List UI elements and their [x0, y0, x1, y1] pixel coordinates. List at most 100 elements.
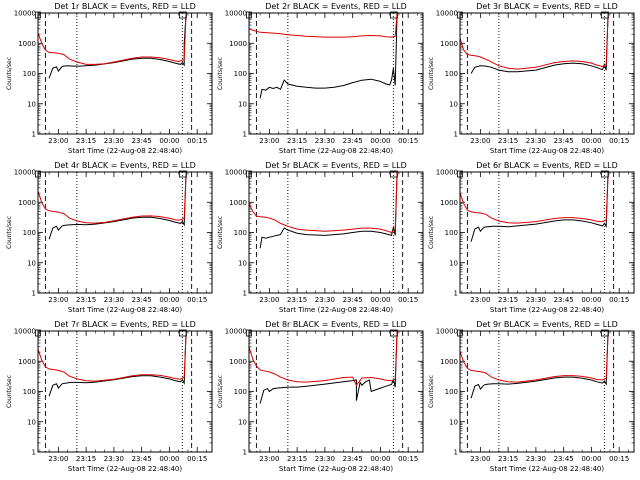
- panel-title: Det 8r BLACK = Events, RED = LLD: [265, 320, 407, 329]
- detector-panel: Det 2r BLACK = Events, RED = LLD Counts/s…: [217, 2, 424, 155]
- x-tick-label: 23:30: [526, 455, 546, 463]
- x-tick-label: 23:45: [554, 296, 574, 304]
- y-tick-label: 1: [32, 290, 36, 298]
- x-tick-label: 00:15: [609, 296, 629, 304]
- y-tick-label: 10000: [436, 328, 458, 336]
- y-tick-label: 100: [445, 229, 458, 237]
- y-tick-label: 1: [32, 449, 36, 457]
- x-tick-label: 23:15: [287, 137, 307, 145]
- y-tick-label: 100: [234, 229, 247, 237]
- plot-frame: [248, 12, 424, 135]
- y-tick-label: 10: [449, 259, 458, 267]
- y-axis-label: Counts/sec: [428, 375, 435, 408]
- x-tick-label: 23:00: [48, 296, 68, 304]
- y-axis-label: Counts/sec: [6, 216, 13, 249]
- x-tick-label: 00:00: [159, 455, 179, 463]
- panel-title: Det 2r BLACK = Events, RED = LLD: [265, 2, 407, 11]
- interval-end-marker: [600, 170, 609, 178]
- x-tick-label: 23:00: [470, 296, 490, 304]
- x-tick-label: 23:15: [287, 455, 307, 463]
- y-axis-label: Counts/sec: [217, 216, 224, 249]
- y-axis-label: Counts/sec: [6, 57, 13, 90]
- y-tick-label: 10: [449, 100, 458, 108]
- x-tick-label: 23:30: [104, 296, 124, 304]
- events-series-line: [470, 331, 609, 399]
- x-axis-label: Start Time (22-Aug-08 22:48:40): [279, 147, 393, 155]
- x-tick-label: 00:15: [398, 455, 418, 463]
- lld-series-line: [460, 172, 609, 224]
- events-series-line: [259, 331, 398, 404]
- y-tick-label: 10: [238, 418, 247, 426]
- x-tick-label: 23:45: [132, 137, 152, 145]
- interval-end-marker: [389, 11, 398, 19]
- y-tick-label: 1: [454, 449, 458, 457]
- panel-title: Det 9r BLACK = Events, RED = LLD: [476, 320, 618, 329]
- panel-title: Det 1r BLACK = Events, RED = LLD: [54, 2, 196, 11]
- x-tick-label: 23:15: [287, 296, 307, 304]
- plot-frame: [459, 12, 635, 135]
- detector-panel: Det 3r BLACK = Events, RED = LLD Counts/s…: [428, 2, 635, 155]
- plot-frame: [37, 12, 213, 135]
- events-series-line: [48, 13, 187, 79]
- detector-panel: Det 1r BLACK = Events, RED = LLD Counts/s…: [6, 2, 213, 155]
- y-tick-label: 10: [238, 100, 247, 108]
- y-tick-label: 10000: [436, 10, 458, 18]
- y-tick-label: 1: [454, 290, 458, 298]
- events-series-line: [48, 331, 187, 397]
- y-tick-label: 1000: [440, 358, 458, 366]
- x-tick-label: 00:00: [159, 296, 179, 304]
- x-tick-label: 00:00: [370, 137, 390, 145]
- events-series-line: [48, 172, 187, 240]
- detector-panel: Det 5r BLACK = Events, RED = LLD Counts/s…: [217, 161, 424, 314]
- y-tick-label: 1000: [229, 358, 247, 366]
- y-tick-label: 100: [23, 388, 36, 396]
- interval-end-marker: [600, 11, 609, 19]
- y-tick-label: 1000: [18, 358, 36, 366]
- x-tick-label: 23:00: [48, 137, 68, 145]
- plot-frame: [37, 171, 213, 294]
- x-tick-label: 23:00: [259, 137, 279, 145]
- x-tick-label: 23:45: [343, 296, 363, 304]
- x-tick-label: 00:00: [370, 455, 390, 463]
- x-axis-label: Start Time (22-Aug-08 22:48:40): [68, 306, 182, 314]
- y-tick-label: 1000: [440, 199, 458, 207]
- detector-panel: Det 6r BLACK = Events, RED = LLD Counts/s…: [428, 161, 635, 314]
- x-tick-label: 23:00: [48, 455, 68, 463]
- events-series-line: [470, 172, 609, 242]
- x-tick-label: 23:45: [343, 137, 363, 145]
- plot-frame: [459, 330, 635, 453]
- x-tick-label: 00:15: [398, 296, 418, 304]
- x-tick-label: 00:15: [609, 137, 629, 145]
- interval-end-marker: [178, 329, 187, 337]
- y-tick-label: 1000: [18, 199, 36, 207]
- panel-title: Det 3r BLACK = Events, RED = LLD: [476, 2, 618, 11]
- interval-end-marker: [178, 170, 187, 178]
- x-tick-label: 23:15: [498, 137, 518, 145]
- y-tick-label: 10000: [225, 169, 247, 177]
- x-tick-label: 00:15: [398, 137, 418, 145]
- y-tick-label: 10: [27, 259, 36, 267]
- detector-panel: Det 9r BLACK = Events, RED = LLD Counts/s…: [428, 320, 635, 473]
- lld-series-line: [38, 331, 187, 382]
- x-tick-label: 00:00: [581, 137, 601, 145]
- x-tick-label: 23:45: [554, 455, 574, 463]
- x-axis-label: Start Time (22-Aug-08 22:48:40): [490, 465, 604, 473]
- lld-series-line: [460, 331, 609, 383]
- y-tick-label: 10: [449, 418, 458, 426]
- x-tick-label: 23:30: [526, 137, 546, 145]
- interval-end-marker: [389, 329, 398, 337]
- y-tick-label: 1000: [440, 40, 458, 48]
- y-tick-label: 100: [23, 70, 36, 78]
- panel-title: Det 5r BLACK = Events, RED = LLD: [265, 161, 407, 170]
- y-tick-label: 10000: [436, 169, 458, 177]
- x-tick-label: 23:30: [315, 455, 335, 463]
- y-tick-label: 1000: [229, 199, 247, 207]
- y-tick-label: 1000: [229, 40, 247, 48]
- lld-series-line: [38, 172, 187, 224]
- y-tick-label: 10000: [225, 10, 247, 18]
- x-tick-label: 23:30: [315, 137, 335, 145]
- x-tick-label: 23:00: [470, 455, 490, 463]
- x-tick-label: 23:30: [315, 296, 335, 304]
- x-tick-label: 23:15: [76, 137, 96, 145]
- lld-series-line: [249, 172, 398, 234]
